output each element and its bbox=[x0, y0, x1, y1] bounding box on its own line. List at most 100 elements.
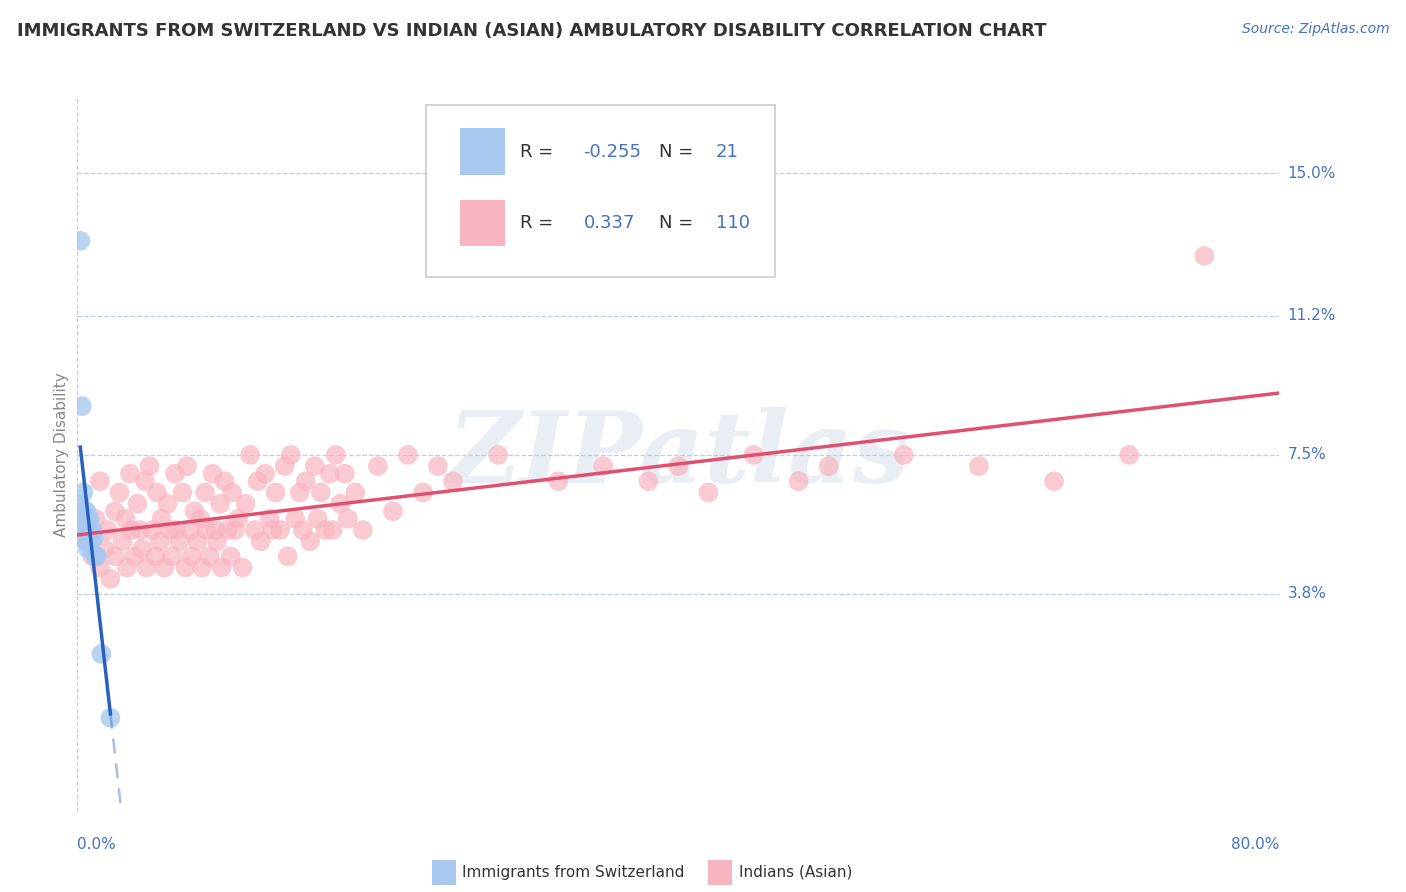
Point bbox=[69, 234, 91, 248]
FancyBboxPatch shape bbox=[460, 200, 505, 246]
Point bbox=[100, 572, 122, 586]
Point bbox=[396, 448, 419, 462]
Text: ZIPatlas: ZIPatlas bbox=[447, 407, 910, 503]
Point bbox=[592, 459, 614, 474]
Point bbox=[111, 534, 134, 549]
Point bbox=[179, 523, 201, 537]
Point bbox=[304, 459, 326, 474]
Point bbox=[90, 647, 112, 661]
Point bbox=[72, 485, 94, 500]
Point bbox=[70, 399, 93, 413]
Point bbox=[319, 467, 342, 481]
Point bbox=[367, 459, 389, 474]
Point bbox=[73, 523, 96, 537]
Text: N =: N = bbox=[659, 214, 693, 232]
Point bbox=[214, 474, 236, 488]
Point bbox=[145, 549, 167, 564]
Point bbox=[309, 485, 332, 500]
Point bbox=[129, 523, 152, 537]
Point bbox=[637, 474, 659, 488]
Point bbox=[221, 485, 243, 500]
Point bbox=[159, 523, 181, 537]
Point bbox=[82, 549, 104, 564]
Point bbox=[219, 549, 242, 564]
Point bbox=[104, 549, 127, 564]
Point bbox=[299, 534, 322, 549]
Text: 3.8%: 3.8% bbox=[1288, 586, 1327, 601]
Point bbox=[108, 485, 131, 500]
Point bbox=[135, 560, 157, 574]
Point bbox=[211, 560, 233, 574]
FancyBboxPatch shape bbox=[460, 128, 505, 175]
Point bbox=[80, 534, 103, 549]
Text: 0.337: 0.337 bbox=[583, 214, 636, 232]
Point bbox=[75, 504, 97, 518]
Point bbox=[118, 467, 141, 481]
Point bbox=[72, 512, 94, 526]
Point bbox=[79, 512, 101, 526]
Point bbox=[131, 541, 153, 556]
Text: 21: 21 bbox=[716, 143, 738, 161]
Point bbox=[412, 485, 434, 500]
Point bbox=[163, 467, 186, 481]
Point bbox=[205, 534, 228, 549]
Point bbox=[787, 474, 810, 488]
FancyBboxPatch shape bbox=[709, 860, 733, 885]
Point bbox=[186, 534, 209, 549]
Point bbox=[742, 448, 765, 462]
Point bbox=[329, 497, 352, 511]
Point bbox=[79, 523, 101, 537]
Point bbox=[138, 459, 160, 474]
Point bbox=[280, 448, 302, 462]
Point bbox=[294, 474, 316, 488]
Point bbox=[69, 497, 91, 511]
Point bbox=[668, 459, 690, 474]
Point bbox=[149, 534, 172, 549]
Text: 80.0%: 80.0% bbox=[1232, 837, 1279, 852]
Point bbox=[114, 512, 136, 526]
Point bbox=[1118, 448, 1140, 462]
Point bbox=[264, 485, 287, 500]
Text: N =: N = bbox=[659, 143, 693, 161]
Point bbox=[70, 523, 93, 537]
Point bbox=[190, 512, 212, 526]
Text: Source: ZipAtlas.com: Source: ZipAtlas.com bbox=[1241, 22, 1389, 37]
Point bbox=[120, 523, 142, 537]
Point bbox=[284, 512, 307, 526]
Text: 110: 110 bbox=[716, 214, 749, 232]
Point bbox=[195, 523, 218, 537]
Point bbox=[249, 534, 271, 549]
Point bbox=[124, 549, 146, 564]
Point bbox=[1043, 474, 1066, 488]
Point bbox=[76, 541, 98, 556]
Point bbox=[344, 485, 367, 500]
Text: Indians (Asian): Indians (Asian) bbox=[738, 865, 852, 880]
Point bbox=[141, 523, 163, 537]
Point bbox=[235, 497, 257, 511]
Point bbox=[79, 534, 101, 549]
Point bbox=[547, 474, 569, 488]
Point bbox=[82, 523, 104, 537]
Point bbox=[174, 560, 197, 574]
Point bbox=[191, 560, 214, 574]
Point bbox=[262, 523, 284, 537]
Point bbox=[217, 523, 239, 537]
Point bbox=[172, 485, 194, 500]
Point bbox=[893, 448, 915, 462]
Y-axis label: Ambulatory Disability: Ambulatory Disability bbox=[53, 373, 69, 537]
Point bbox=[243, 523, 266, 537]
Point bbox=[198, 549, 221, 564]
Point bbox=[104, 504, 127, 518]
Point bbox=[1194, 249, 1216, 263]
FancyBboxPatch shape bbox=[432, 860, 456, 885]
Point bbox=[146, 485, 169, 500]
Point bbox=[194, 485, 217, 500]
Point bbox=[76, 512, 98, 526]
Point bbox=[89, 560, 111, 574]
Text: -0.255: -0.255 bbox=[583, 143, 641, 161]
Point bbox=[232, 560, 254, 574]
Point bbox=[254, 467, 277, 481]
Point bbox=[336, 512, 359, 526]
Point bbox=[127, 497, 149, 511]
Point bbox=[84, 512, 107, 526]
